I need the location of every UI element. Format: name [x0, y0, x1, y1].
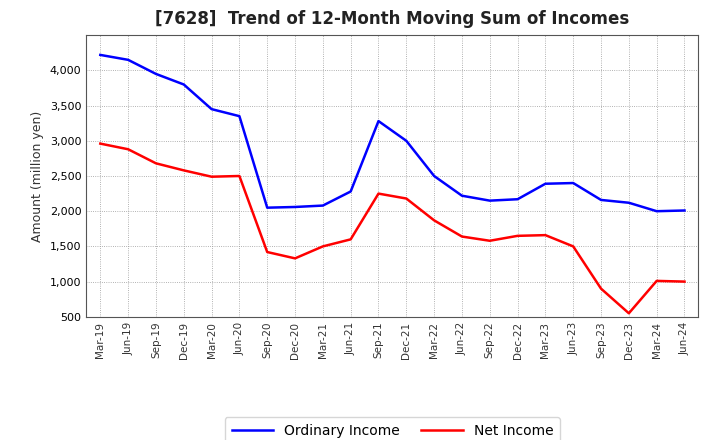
- Net Income: [513, 233, 522, 238]
- Ordinary Income: [624, 200, 633, 205]
- Ordinary Income: [318, 203, 327, 208]
- Ordinary Income: [346, 189, 355, 194]
- Net Income: [652, 278, 661, 283]
- Net Income: [235, 173, 243, 179]
- Net Income: [624, 311, 633, 316]
- Net Income: [96, 141, 104, 146]
- Ordinary Income: [207, 106, 216, 112]
- Ordinary Income: [597, 197, 606, 202]
- Ordinary Income: [263, 205, 271, 210]
- Net Income: [680, 279, 689, 284]
- Ordinary Income: [485, 198, 494, 203]
- Net Income: [458, 234, 467, 239]
- Net Income: [430, 218, 438, 223]
- Net Income: [346, 237, 355, 242]
- Net Income: [485, 238, 494, 243]
- Net Income: [207, 174, 216, 180]
- Ordinary Income: [291, 204, 300, 209]
- Title: [7628]  Trend of 12-Month Moving Sum of Incomes: [7628] Trend of 12-Month Moving Sum of I…: [156, 10, 629, 28]
- Net Income: [541, 232, 550, 238]
- Net Income: [374, 191, 383, 196]
- Net Income: [402, 196, 410, 201]
- Ordinary Income: [402, 138, 410, 143]
- Ordinary Income: [458, 193, 467, 198]
- Net Income: [179, 168, 188, 173]
- Line: Ordinary Income: Ordinary Income: [100, 55, 685, 211]
- Ordinary Income: [152, 71, 161, 77]
- Ordinary Income: [124, 57, 132, 62]
- Ordinary Income: [430, 173, 438, 179]
- Ordinary Income: [569, 180, 577, 186]
- Net Income: [291, 256, 300, 261]
- Ordinary Income: [680, 208, 689, 213]
- Net Income: [263, 249, 271, 255]
- Ordinary Income: [235, 114, 243, 119]
- Line: Net Income: Net Income: [100, 143, 685, 313]
- Legend: Ordinary Income, Net Income: Ordinary Income, Net Income: [225, 417, 560, 440]
- Ordinary Income: [652, 209, 661, 214]
- Ordinary Income: [541, 181, 550, 187]
- Net Income: [569, 244, 577, 249]
- Ordinary Income: [374, 118, 383, 124]
- Net Income: [318, 244, 327, 249]
- Net Income: [152, 161, 161, 166]
- Net Income: [597, 286, 606, 291]
- Ordinary Income: [513, 197, 522, 202]
- Ordinary Income: [96, 52, 104, 58]
- Y-axis label: Amount (million yen): Amount (million yen): [32, 110, 45, 242]
- Net Income: [124, 147, 132, 152]
- Ordinary Income: [179, 82, 188, 87]
